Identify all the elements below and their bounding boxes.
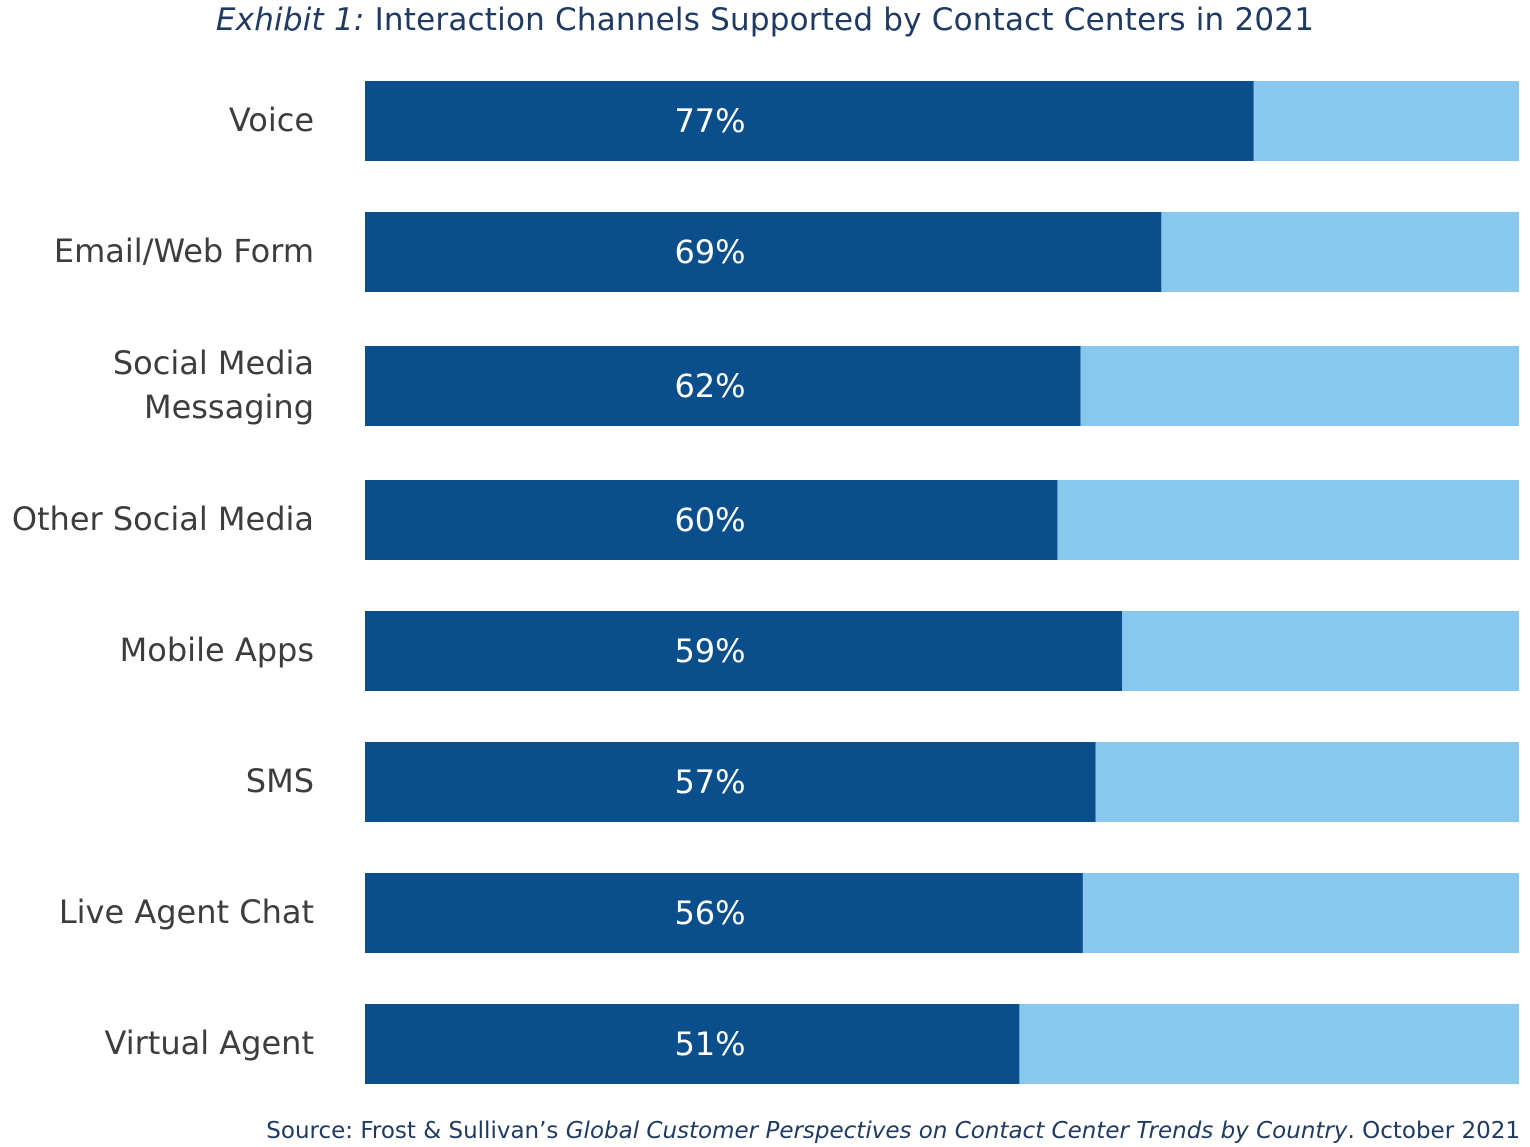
bar-value-label: 60%: [674, 501, 745, 539]
bar-value-label: 62%: [674, 367, 745, 405]
bar-value-label: 59%: [674, 632, 745, 670]
category-label: Mobile Apps: [120, 631, 314, 669]
bar: [365, 873, 1083, 953]
bar-value-label: 57%: [674, 763, 745, 801]
bar: [365, 212, 1162, 292]
bar-value-label: 56%: [674, 894, 745, 932]
category-label: Messaging: [144, 388, 314, 426]
chart-title: Exhibit 1: Interaction Channels Supporte…: [0, 0, 1530, 40]
category-label: Other Social Media: [12, 500, 314, 538]
bar: [365, 1004, 1020, 1084]
source-suffix: . October 2021: [1347, 1118, 1520, 1144]
source-note: Source: Frost & Sullivan’s Global Custom…: [266, 1116, 1520, 1146]
bar-value-label: 77%: [674, 102, 745, 140]
chart-title-prefix: Exhibit 1:: [215, 2, 365, 38]
bar: [365, 611, 1123, 691]
source-prefix: Source: Frost & Sullivan’s: [266, 1118, 566, 1144]
bar-value-label: 51%: [674, 1025, 745, 1063]
bar: [365, 81, 1254, 161]
category-label: Virtual Agent: [105, 1024, 314, 1062]
category-label: Live Agent Chat: [59, 893, 314, 931]
bar-value-label: 69%: [674, 233, 745, 271]
bar: [365, 742, 1096, 822]
category-label: SMS: [246, 762, 314, 800]
category-label: Voice: [229, 101, 314, 139]
category-label: Email/Web Form: [54, 232, 314, 270]
bar: [365, 346, 1081, 426]
bar: [365, 480, 1058, 560]
chart-title-text: Interaction Channels Supported by Contac…: [364, 2, 1315, 38]
category-label: Social Media: [113, 344, 314, 382]
source-title: Global Customer Perspectives on Contact …: [565, 1118, 1348, 1144]
